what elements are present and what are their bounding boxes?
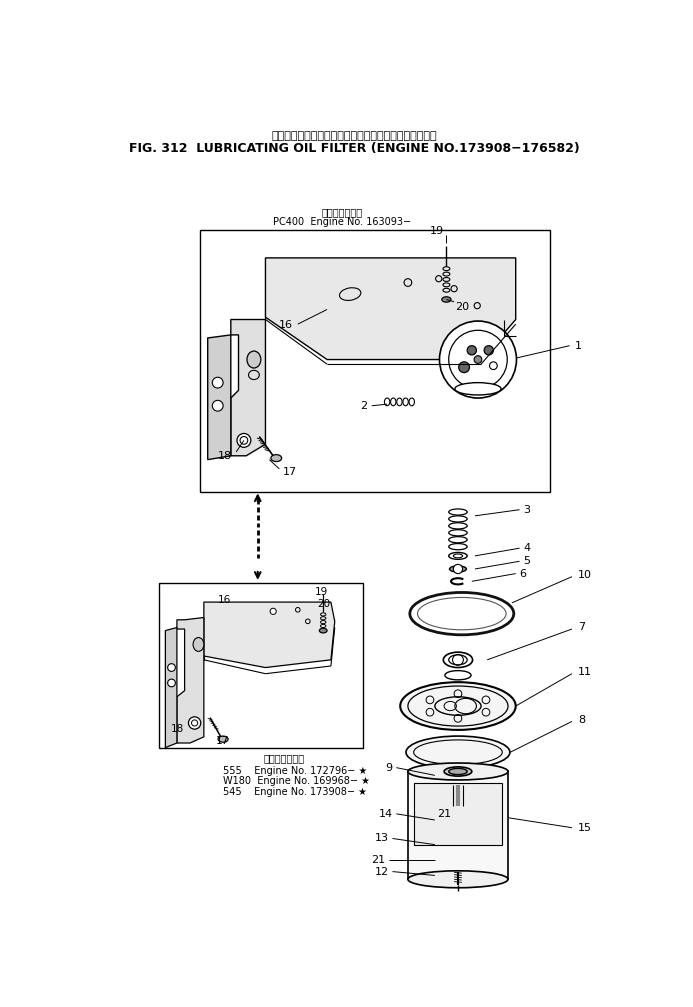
- Ellipse shape: [455, 383, 501, 395]
- Circle shape: [474, 355, 482, 364]
- Text: 16: 16: [279, 320, 292, 330]
- Ellipse shape: [450, 566, 466, 572]
- Text: 11: 11: [578, 668, 592, 677]
- Ellipse shape: [193, 637, 204, 652]
- Circle shape: [467, 345, 477, 354]
- Polygon shape: [208, 335, 231, 459]
- Ellipse shape: [401, 682, 516, 730]
- Circle shape: [484, 345, 493, 354]
- Text: 14: 14: [378, 809, 392, 819]
- Circle shape: [212, 401, 223, 411]
- Text: 20: 20: [455, 302, 469, 312]
- Text: 555    Engine No. 172796− ★: 555 Engine No. 172796− ★: [223, 765, 367, 775]
- Ellipse shape: [444, 767, 472, 776]
- Circle shape: [237, 433, 251, 447]
- Text: ルーブリケーティングオイルフィルタ　適　用　号　機: ルーブリケーティングオイルフィルタ 適 用 号 機: [272, 131, 437, 141]
- Text: 19: 19: [430, 226, 444, 236]
- Text: 21: 21: [371, 855, 385, 865]
- Text: 20: 20: [317, 599, 330, 609]
- Text: 19: 19: [315, 587, 328, 597]
- Text: 9: 9: [385, 762, 392, 772]
- Circle shape: [439, 321, 516, 398]
- Text: 15: 15: [578, 823, 592, 833]
- Text: 18: 18: [170, 724, 184, 734]
- Ellipse shape: [408, 871, 508, 888]
- Ellipse shape: [446, 769, 470, 784]
- Text: 10: 10: [578, 570, 592, 580]
- Polygon shape: [166, 627, 177, 747]
- Text: 3: 3: [523, 505, 530, 515]
- Text: 12: 12: [374, 867, 389, 876]
- Circle shape: [212, 378, 223, 388]
- Ellipse shape: [449, 768, 467, 774]
- Polygon shape: [231, 319, 265, 456]
- Polygon shape: [204, 602, 335, 668]
- Text: 18: 18: [218, 451, 231, 461]
- Bar: [200, 231, 550, 492]
- Ellipse shape: [319, 628, 327, 632]
- Circle shape: [168, 679, 175, 687]
- Text: 17: 17: [283, 467, 297, 477]
- Ellipse shape: [247, 351, 261, 368]
- Text: 8: 8: [578, 715, 585, 725]
- Circle shape: [188, 717, 201, 729]
- Text: 545    Engine No. 173908− ★: 545 Engine No. 173908− ★: [223, 787, 367, 798]
- Text: W180  Engine No. 169968− ★: W180 Engine No. 169968− ★: [223, 776, 370, 786]
- Bar: [408, 771, 508, 879]
- Text: 4: 4: [523, 543, 531, 553]
- Polygon shape: [177, 617, 204, 743]
- Ellipse shape: [442, 297, 451, 302]
- Text: 7: 7: [578, 622, 585, 632]
- Bar: [414, 783, 502, 845]
- Ellipse shape: [406, 736, 510, 768]
- Text: 6: 6: [520, 569, 527, 579]
- Text: 16: 16: [218, 595, 231, 605]
- Ellipse shape: [218, 736, 228, 742]
- Ellipse shape: [271, 454, 281, 461]
- Polygon shape: [265, 258, 516, 359]
- Text: 適　用　号　機: 適 用 号 機: [264, 753, 305, 763]
- Text: 1: 1: [575, 340, 582, 350]
- Circle shape: [168, 664, 175, 672]
- Ellipse shape: [408, 763, 508, 780]
- Text: 17: 17: [216, 736, 229, 746]
- Text: 2: 2: [360, 401, 367, 411]
- Bar: [159, 583, 363, 748]
- Circle shape: [459, 362, 470, 373]
- Text: 適　用　号　機: 適 用 号 機: [322, 206, 363, 217]
- Text: PC400  Engine No. 163093−: PC400 Engine No. 163093−: [274, 217, 412, 227]
- Text: 5: 5: [523, 556, 530, 566]
- Circle shape: [489, 362, 498, 370]
- Text: 13: 13: [375, 834, 389, 844]
- Text: 21: 21: [437, 809, 451, 819]
- Text: FIG. 312  LUBRICATING OIL FILTER (ENGINE NO.173908−176582): FIG. 312 LUBRICATING OIL FILTER (ENGINE …: [130, 142, 580, 155]
- Circle shape: [453, 564, 463, 574]
- Circle shape: [270, 608, 277, 614]
